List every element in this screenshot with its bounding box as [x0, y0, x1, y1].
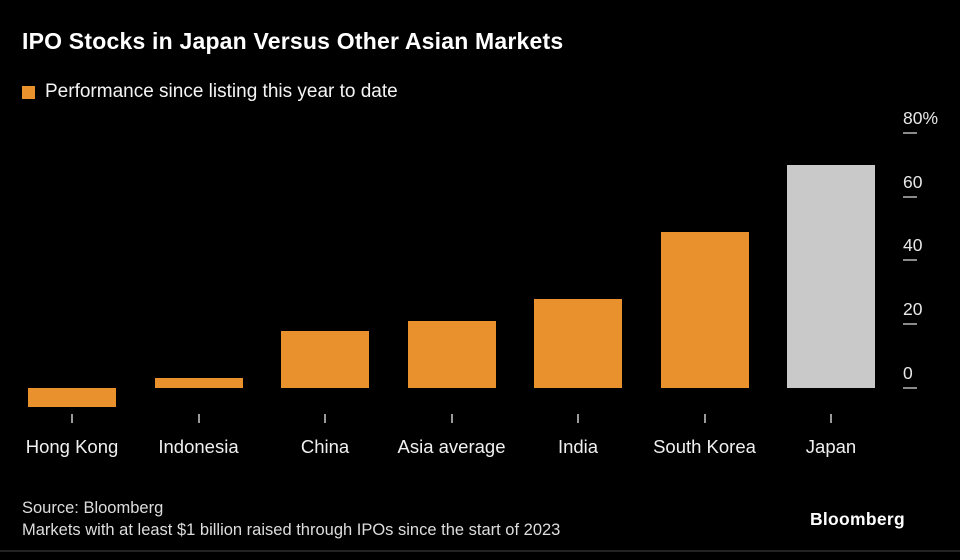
chart-title: IPO Stocks in Japan Versus Other Asian M… — [22, 28, 564, 54]
x-axis-category-label: Hong Kong — [25, 436, 119, 457]
x-axis-tick-dash — [577, 414, 579, 423]
x-axis-category-label: South Korea — [653, 436, 756, 457]
x-axis-category-label: Japan — [805, 436, 857, 457]
y-axis-tick-dash — [903, 323, 917, 326]
legend: Performance since listing this year to d… — [22, 81, 398, 103]
source-line-1: Source: Bloomberg — [22, 499, 164, 517]
y-axis-tick-dash — [903, 131, 917, 134]
bar-indonesia — [154, 378, 243, 388]
bar-japan — [787, 164, 875, 388]
source-note: Source: Bloomberg Markets with at least … — [22, 497, 560, 541]
bar-china — [281, 330, 369, 388]
x-axis-category-label: Asia average — [397, 436, 506, 457]
bar-india — [534, 298, 622, 388]
x-axis-tick-dash — [324, 414, 326, 423]
legend-label: Performance since listing this year to d… — [45, 81, 398, 102]
bloomberg-logo: Bloomberg — [809, 509, 905, 529]
x-axis-tick-dash — [830, 414, 832, 423]
y-axis-tick-label: 60 — [903, 171, 923, 192]
bar-south-korea — [660, 231, 749, 388]
y-axis-tick-label: 40 — [903, 235, 923, 256]
y-axis-tick-dash — [903, 387, 917, 389]
y-axis-tick-dash — [903, 259, 917, 262]
y-axis-tick-label: 20 — [903, 299, 923, 320]
bar-hong-kong — [28, 388, 116, 408]
source-line-2: Markets with at least $1 billion raised … — [22, 521, 561, 539]
x-axis-tick-dash — [197, 414, 200, 423]
bar-asia-average — [407, 321, 496, 388]
x-axis-category-label: China — [300, 436, 350, 457]
y-axis-tick-label: 0 — [903, 363, 913, 383]
x-axis-tick-dash — [450, 414, 453, 423]
x-axis-tick-dash — [703, 414, 706, 423]
y-axis-tick-label: 80% — [903, 107, 939, 128]
y-axis-tick-dash — [903, 195, 917, 198]
x-axis-category-label: India — [557, 436, 599, 457]
x-axis-category-label: Indonesia — [158, 436, 239, 457]
legend-swatch-icon — [22, 85, 35, 99]
bottom-divider — [0, 550, 960, 552]
x-axis-tick-dash — [71, 414, 73, 423]
